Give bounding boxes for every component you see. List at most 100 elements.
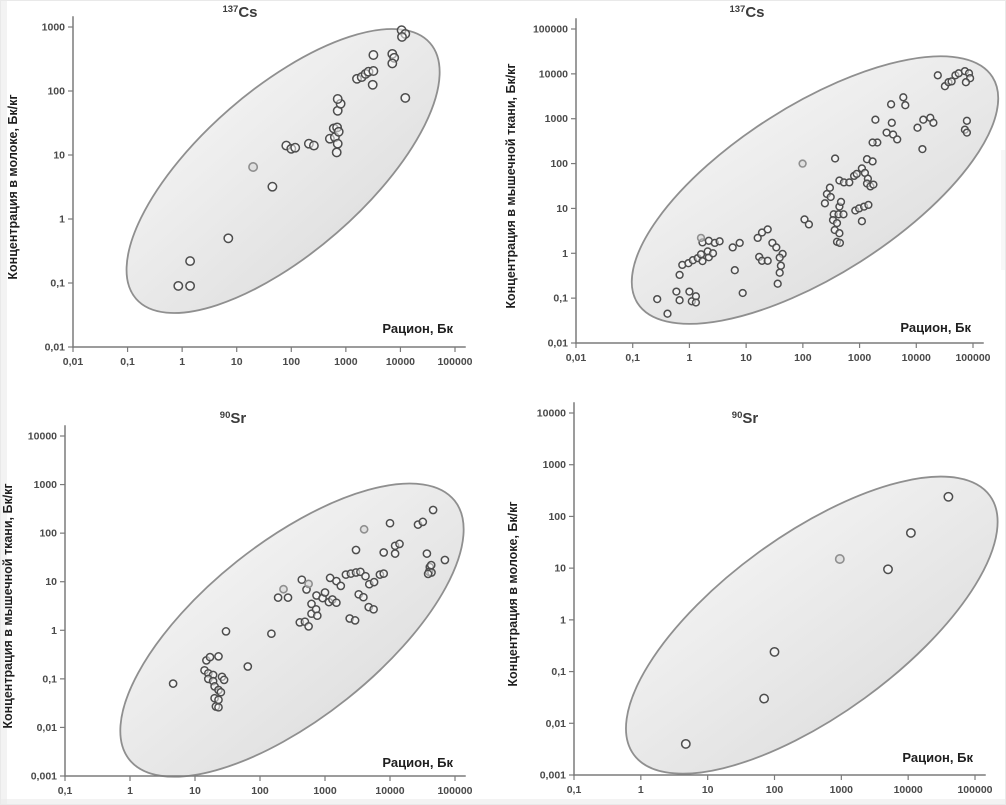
x-tick-label: 100000 bbox=[437, 356, 472, 368]
data-point-gray bbox=[248, 162, 259, 173]
x-tick-label: 100 bbox=[283, 356, 301, 368]
x-tick-label: 1 bbox=[638, 784, 644, 796]
data-point bbox=[428, 505, 438, 515]
x-tick-label: 1000 bbox=[334, 356, 358, 368]
data-point bbox=[825, 183, 835, 192]
data-point bbox=[332, 94, 343, 104]
data-point bbox=[379, 548, 389, 557]
y-tick-label: 1 bbox=[560, 614, 566, 626]
data-point bbox=[359, 592, 368, 602]
data-point bbox=[185, 280, 196, 291]
y-tick-label: 100 bbox=[39, 528, 57, 540]
data-point bbox=[929, 118, 938, 127]
data-point bbox=[845, 178, 854, 187]
data-point bbox=[883, 564, 893, 575]
data-point-gray bbox=[834, 554, 845, 565]
data-point bbox=[173, 280, 184, 291]
y-tick-label: 100000 bbox=[533, 24, 568, 36]
data-point bbox=[776, 261, 786, 270]
data-point bbox=[221, 627, 231, 636]
y-tick-label: 10000 bbox=[539, 68, 568, 80]
data-point bbox=[804, 220, 814, 229]
confidence-ellipse bbox=[625, 475, 999, 775]
data-point bbox=[772, 243, 781, 252]
data-point bbox=[385, 518, 395, 528]
x-tick-label: 1 bbox=[687, 352, 693, 364]
data-point bbox=[223, 233, 234, 244]
x-tick-label: 10 bbox=[189, 785, 201, 797]
data-point bbox=[728, 243, 737, 252]
data-point bbox=[698, 256, 707, 266]
x-tick-label: 100 bbox=[766, 784, 784, 796]
data-point bbox=[368, 50, 379, 60]
data-point bbox=[868, 157, 877, 166]
data-point bbox=[675, 270, 684, 280]
data-point-gray bbox=[304, 579, 313, 589]
y-tick-label: 1000 bbox=[42, 22, 66, 34]
x-tick-label: 100000 bbox=[437, 785, 472, 797]
x-tick-label: 100 bbox=[794, 352, 812, 364]
data-point bbox=[775, 253, 784, 262]
data-point bbox=[205, 652, 215, 662]
data-point bbox=[869, 180, 878, 189]
x-tick-label: 0,1 bbox=[58, 785, 73, 797]
data-point bbox=[773, 279, 782, 288]
x-tick-label: 1000 bbox=[848, 352, 872, 364]
data-point bbox=[219, 675, 229, 685]
confidence-ellipse bbox=[125, 28, 441, 314]
scatter-plot-sr90-milk: 0,1 1 10 100 1000 10000 100000 0,001 0,01 0,1 1 10 1… bbox=[506, 402, 999, 796]
data-point bbox=[962, 128, 972, 137]
y-tick-label: 100 bbox=[47, 86, 65, 98]
data-point bbox=[331, 147, 342, 158]
scatter-plot-cs137-milk: 0,01 0,1 1 10 100 1000 10000 100000 0,01 0,1 1 10 10… bbox=[6, 4, 473, 368]
data-point bbox=[290, 142, 301, 153]
confidence-ellipse bbox=[119, 482, 465, 778]
data-point bbox=[715, 237, 724, 246]
data-point bbox=[214, 702, 223, 712]
scatter-plot-sr90-muscle: 0,1 1 10 100 1000 10000 100000 0,001 0,01 0,1 1 10 1… bbox=[1, 410, 473, 797]
y-axis-label: Концентрация в молоке, Бк/кг bbox=[506, 501, 520, 686]
x-tick-label: 0,1 bbox=[625, 352, 640, 364]
scan-edge-left bbox=[0, 0, 7, 805]
x-axis-label: Рацион, Бк bbox=[902, 750, 973, 765]
data-point bbox=[216, 687, 226, 697]
x-tick-label: 1000 bbox=[830, 784, 854, 796]
data-point bbox=[708, 249, 718, 258]
data-point bbox=[769, 646, 780, 657]
data-point bbox=[820, 199, 830, 208]
scan-edge-right bbox=[1001, 150, 1006, 270]
data-point bbox=[379, 569, 389, 578]
y-tick-label: 10 bbox=[556, 203, 568, 215]
y-tick-label: 10000 bbox=[28, 431, 57, 443]
data-point bbox=[672, 287, 681, 296]
data-point bbox=[390, 549, 400, 558]
data-point bbox=[730, 266, 739, 275]
data-point bbox=[738, 288, 747, 298]
x-tick-label: 100 bbox=[251, 785, 269, 797]
y-tick-label: 10 bbox=[53, 150, 65, 162]
confidence-ellipse bbox=[630, 55, 1000, 325]
data-point bbox=[835, 238, 845, 248]
y-tick-label: 0,001 bbox=[540, 770, 566, 782]
x-tick-label: 10000 bbox=[894, 784, 923, 796]
x-tick-label: 10000 bbox=[375, 785, 404, 797]
data-point bbox=[418, 517, 428, 527]
data-point bbox=[857, 217, 867, 226]
data-point bbox=[886, 100, 896, 109]
data-point bbox=[933, 71, 942, 80]
data-point bbox=[918, 144, 927, 154]
y-tick-label: 0,1 bbox=[42, 673, 57, 685]
data-point bbox=[839, 210, 848, 219]
y-axis-label: Концентрация в мышечной ткани, Бк/кг bbox=[504, 63, 518, 308]
x-tick-label: 10000 bbox=[386, 356, 415, 368]
data-point-gray bbox=[279, 584, 288, 594]
data-point bbox=[943, 491, 954, 502]
data-point bbox=[397, 31, 407, 42]
data-point bbox=[185, 256, 196, 267]
data-point bbox=[826, 192, 835, 202]
data-point bbox=[852, 169, 861, 179]
y-tick-label: 0,1 bbox=[551, 666, 566, 678]
data-point bbox=[351, 545, 361, 555]
data-point bbox=[830, 154, 840, 163]
data-point bbox=[759, 693, 770, 704]
